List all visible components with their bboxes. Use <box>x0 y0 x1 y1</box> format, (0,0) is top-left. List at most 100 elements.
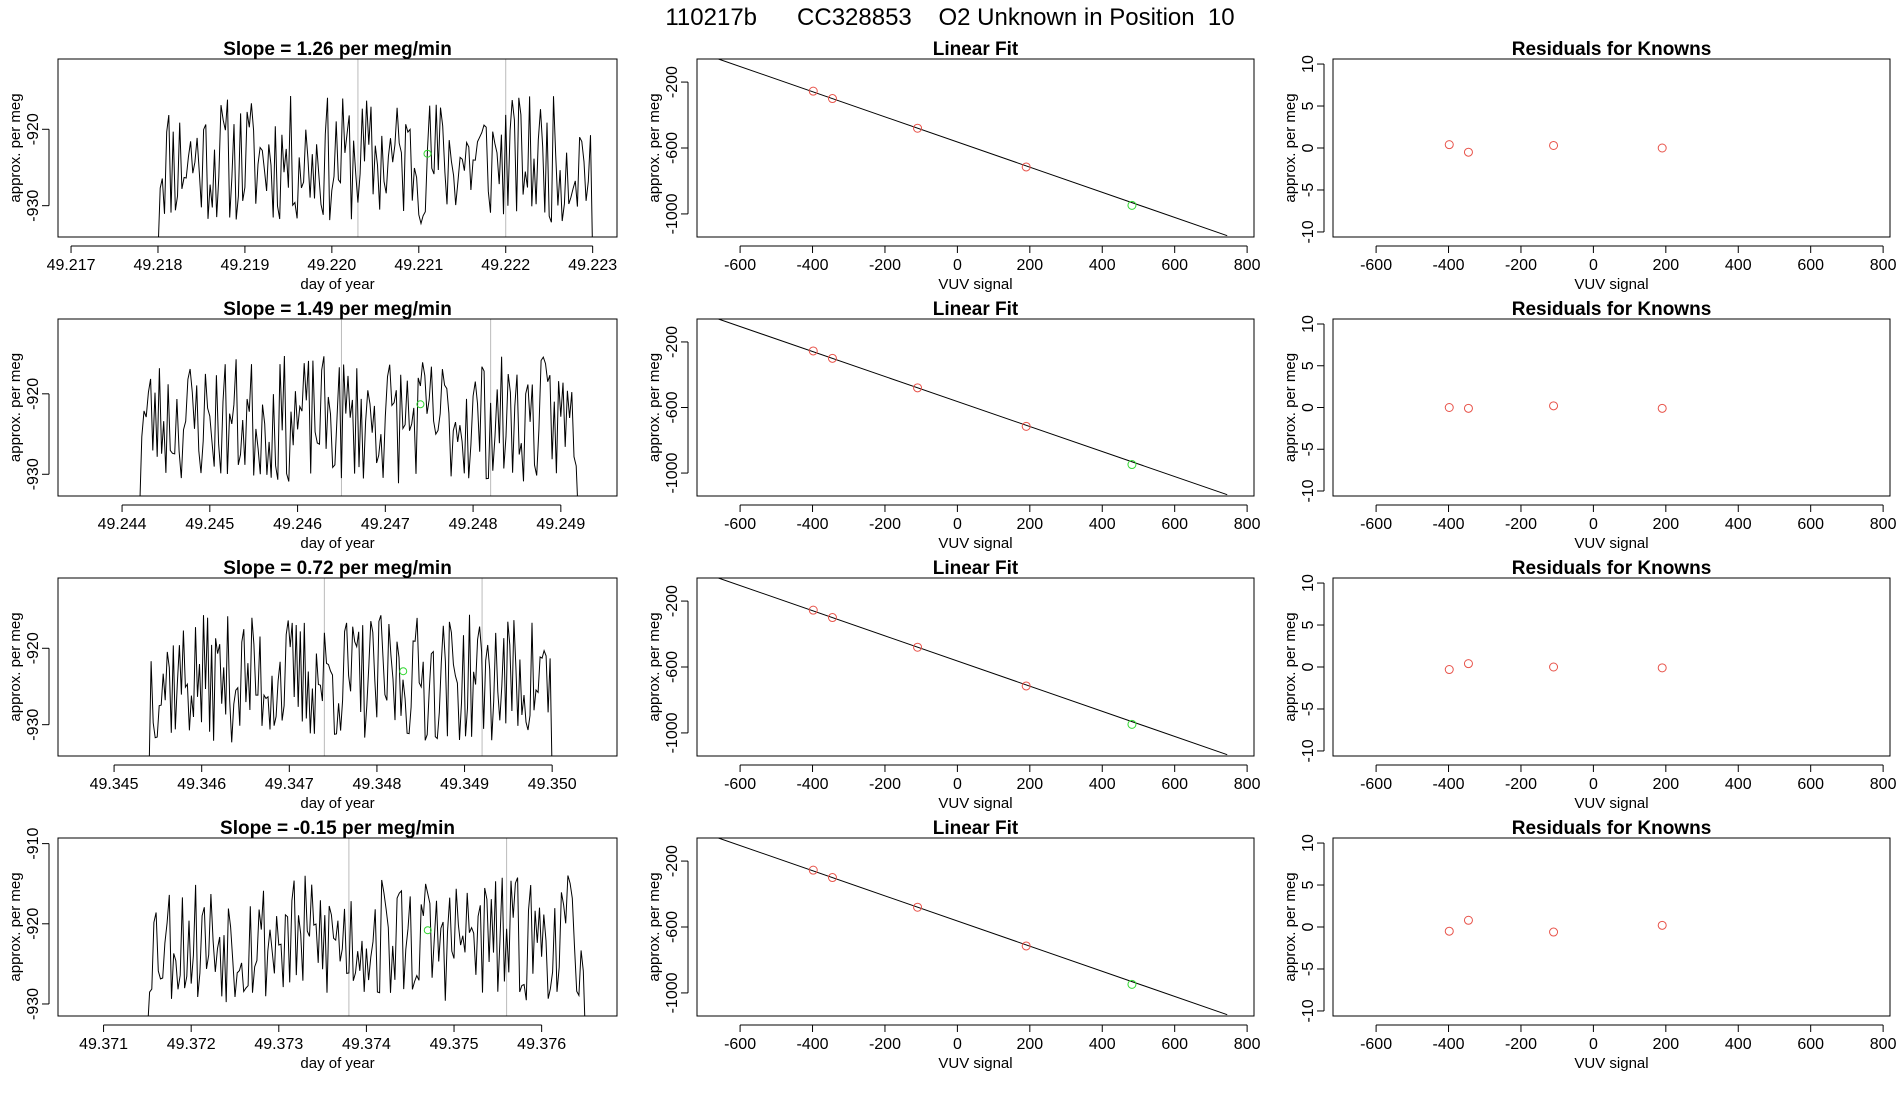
row4-timeseries-trace-line <box>147 875 586 1016</box>
row4-linearfit-x-tick-label: -200 <box>869 1036 901 1053</box>
row3-linearfit-known-point <box>827 613 837 623</box>
row4-residuals-title: Residuals for Knowns <box>1512 818 1712 839</box>
row4-residuals-plot-frame <box>1332 837 1891 1017</box>
row4-residuals-y-tick-label: 5 <box>1300 880 1317 889</box>
row4-residuals-x-tick-label: 600 <box>1797 1036 1824 1053</box>
row1-residuals-x-tick-label: -600 <box>1360 257 1392 274</box>
row2-timeseries-y-tick-label: -930 <box>25 458 42 490</box>
row4-timeseries-x-tick-label: 49.371 <box>79 1036 128 1053</box>
row2-timeseries-plot-area <box>139 319 578 496</box>
row3-residuals-y-tick-label: 5 <box>1300 620 1317 629</box>
row4-timeseries-x-tick-label: 49.374 <box>342 1036 391 1053</box>
row4-linearfit-known-point <box>827 873 837 883</box>
row1-timeseries-x-tick-label: 49.223 <box>568 257 617 274</box>
row4-timeseries-x-axis-label: day of year <box>300 1055 374 1072</box>
row2-residuals-residual-point <box>1657 403 1667 413</box>
row3-residuals-x-tick-label: 0 <box>1589 776 1598 793</box>
row3-timeseries-x-axis-label: day of year <box>300 795 374 812</box>
row1-residuals-residual-point <box>1549 140 1559 150</box>
row1-linearfit-plot-area <box>718 59 1228 237</box>
row2-residuals-y-tick-label: 5 <box>1300 361 1317 370</box>
row4-linearfit-y-tick-label: -600 <box>664 911 681 943</box>
row1-residuals-residual-point <box>1463 147 1473 157</box>
row4-linearfit-y-tick-label: -1000 <box>664 972 681 1013</box>
row1-timeseries-x-tick-label: 49.218 <box>134 257 183 274</box>
row2-linearfit-y-axis-label: approx. per meg <box>646 353 663 462</box>
row4-linearfit-plot-frame <box>696 837 1255 1017</box>
row2-residuals-y-tick-label: 10 <box>1300 315 1317 333</box>
row2-timeseries-x-tick-label: 49.245 <box>185 516 234 533</box>
row2-linearfit-x-tick-label: -200 <box>869 516 901 533</box>
row3-timeseries-y-tick-label: -920 <box>25 632 42 664</box>
row3-timeseries-y-tick-label: -930 <box>25 709 42 741</box>
row1-residuals-x-tick-label: -400 <box>1433 257 1465 274</box>
position-description: O2 Unknown in Position 10 <box>938 4 1235 31</box>
row1-linearfit-known-point <box>913 123 923 133</box>
row1-residuals-y-tick-label: 0 <box>1300 143 1317 152</box>
row2-linearfit-known-point <box>913 383 923 393</box>
row1-residuals-y-tick-label: 5 <box>1300 101 1317 110</box>
row2-residuals-title: Residuals for Knowns <box>1512 299 1712 320</box>
row1-timeseries-x-tick-label: 49.217 <box>47 257 96 274</box>
row1-timeseries-y-tick-label: -920 <box>25 113 42 145</box>
row1-linearfit-known-point <box>1021 162 1031 172</box>
row4-linearfit-panel: Linear Fit -600 -400 -200 0 200 400 600 800 VUV s… <box>646 818 1261 1072</box>
row4-linearfit-known-point <box>913 902 923 912</box>
row2-residuals-x-axis-label: VUV signal <box>1574 535 1648 552</box>
row4-residuals-x-tick-label: -600 <box>1360 1036 1392 1053</box>
row1-residuals-y-tick-label: -10 <box>1300 220 1317 243</box>
row4-linearfit-unknown-point <box>1127 979 1137 989</box>
run-id: 110217b <box>665 4 758 31</box>
row4-residuals-residual-point <box>1463 915 1473 925</box>
row2-residuals-residual-point <box>1444 403 1454 412</box>
row3-timeseries-plot-area <box>148 578 553 756</box>
row2-residuals-y-tick-label: -10 <box>1300 479 1317 502</box>
row1-linearfit-x-tick-label: 400 <box>1089 257 1116 274</box>
row1-residuals-x-tick-label: 200 <box>1652 257 1679 274</box>
row3-linearfit-x-tick-label: 200 <box>1016 776 1043 793</box>
row2-timeseries-title: Slope = 1.49 per meg/min <box>223 299 452 320</box>
row3-residuals-x-tick-label: -200 <box>1505 776 1537 793</box>
row1-residuals-x-axis-label: VUV signal <box>1574 276 1648 293</box>
row1-timeseries-x-tick-label: 49.220 <box>307 257 356 274</box>
row4-residuals-residual-point <box>1444 926 1454 936</box>
row2-residuals-residual-point <box>1463 403 1473 413</box>
row1-residuals-y-tick-label: -5 <box>1300 183 1317 197</box>
row4-linearfit-x-tick-label: -600 <box>724 1036 756 1053</box>
row4-linearfit-x-tick-label: 200 <box>1016 1036 1043 1053</box>
row1-linearfit-y-tick-label: -600 <box>664 132 681 164</box>
row4-timeseries-y-tick-label: -910 <box>25 828 42 860</box>
row4-residuals-residual-point <box>1549 927 1559 937</box>
row3-linearfit-title: Linear Fit <box>933 558 1019 579</box>
row1-residuals-x-tick-label: 800 <box>1870 257 1897 274</box>
row2-linearfit-x-tick-label: 200 <box>1016 516 1043 533</box>
row4-timeseries-title: Slope = -0.15 per meg/min <box>220 818 455 839</box>
row2-timeseries-y-tick-label: -920 <box>25 378 42 410</box>
row2-residuals-plot-frame <box>1332 318 1891 497</box>
row2-timeseries-x-tick-label: 49.244 <box>98 516 147 533</box>
row1-residuals-plot-frame <box>1332 58 1891 238</box>
row3-linearfit-y-tick-label: -1000 <box>664 712 681 753</box>
row4-linearfit-y-axis-label: approx. per meg <box>646 872 663 981</box>
row2-linearfit-title: Linear Fit <box>933 299 1019 320</box>
row3-timeseries-x-tick-label: 49.349 <box>440 776 489 793</box>
row4-timeseries-plot-frame <box>57 837 618 1017</box>
row1-residuals-x-tick-label: 400 <box>1725 257 1752 274</box>
row1-timeseries-y-tick-label: -930 <box>25 190 42 222</box>
row3-linearfit-plot-frame <box>696 577 1255 757</box>
row3-timeseries-x-tick-label: 49.348 <box>352 776 401 793</box>
row3-linearfit-x-tick-label: 0 <box>953 776 962 793</box>
row2-residuals-y-tick-label: 0 <box>1300 403 1317 412</box>
row3-residuals-y-tick-label: -5 <box>1300 702 1317 716</box>
row3-linearfit-y-tick-label: -600 <box>664 651 681 683</box>
row1-residuals-residual-point <box>1657 143 1667 153</box>
row3-residuals-plot-frame <box>1332 577 1891 757</box>
row3-linearfit-x-tick-label: 400 <box>1089 776 1116 793</box>
row4-linearfit-known-point <box>1021 941 1031 951</box>
row3-linearfit-known-point <box>808 605 818 615</box>
row4-linearfit-y-tick-label: -200 <box>664 845 681 877</box>
row2-linearfit-x-tick-label: 400 <box>1089 516 1116 533</box>
row2-residuals-x-tick-label: 600 <box>1797 516 1824 533</box>
